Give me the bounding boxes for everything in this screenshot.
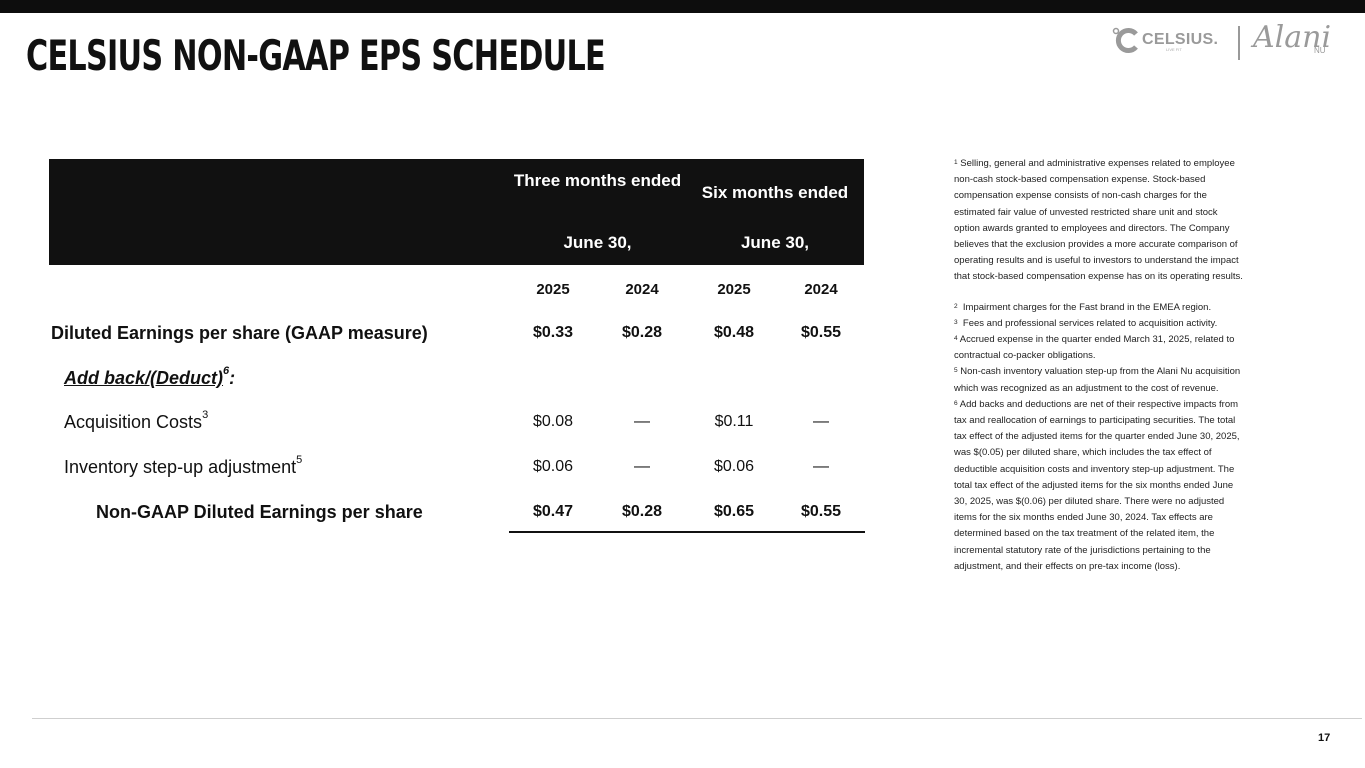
header-three-months: Three months ended [513,171,682,190]
year-col-4: 2024 [804,281,838,298]
table-cell: $0.28 [621,503,663,520]
table-header-band [49,159,864,265]
table-cell: $0.65 [713,503,755,520]
inventory-text: Inventory step-up adjustment [64,457,297,477]
footnote-2: 2 Impairment charges for the Fast brand … [954,300,1244,316]
table-cell: $0.06 [532,458,574,475]
footnote-text: Impairment charges for the Fast brand in… [962,301,1212,313]
row-label-inventory: Inventory step-up adjustment5 [64,454,303,478]
table-cell: $0.48 [713,324,755,341]
footnote-ref: 3 [202,409,209,421]
table-cell: — [813,458,829,475]
table-cell: $0.08 [532,413,574,430]
add-back-text: Add back/(Deduct) [64,368,224,388]
footnote-number: 1 [954,159,958,166]
page-number: 17 [1318,732,1331,744]
footnote-text: Accrued expense in the quarter ended Mar… [954,334,1235,362]
footnote-text: Add backs and deductions are net of thei… [954,398,1240,572]
footnote-number: 3 [954,318,958,326]
table-bottom-rule [509,531,865,533]
footnote-5: 5 Non-cash inventory valuation step-up f… [954,364,1244,396]
year-col-3: 2025 [717,281,751,298]
table-cell: $0.55 [800,324,842,341]
footnote-ref: 6 [223,365,230,377]
page-title: CELSIUS NON-GAAP EPS SCHEDULE [26,31,606,80]
table-cell: — [813,413,829,430]
table-cell: $0.47 [532,503,574,520]
acquisition-text: Acquisition Costs [64,412,203,432]
row-label-non-gaap-eps: Non-GAAP Diluted Earnings per share [96,502,423,522]
logo-divider [1238,26,1240,60]
header-six-months: Six months ended [701,183,849,202]
celsius-wordmark: CELSIUS. [1142,31,1219,48]
celsius-tagline: LIVE FIT [1166,47,1182,52]
footnote-text: Fees and professional services related t… [962,317,1218,329]
header-june-six: June 30, [740,233,810,252]
table-cell: — [634,458,650,475]
table-cell: — [634,413,650,430]
alani-logo: Alani [1253,20,1332,55]
footnote-3: 3 Fees and professional services related… [954,316,1244,332]
table-cell: $0.11 [714,413,754,430]
alani-nu-mark: NU [1314,46,1326,55]
footnote-number: 6 [954,399,958,407]
add-back-colon: : [229,368,236,388]
row-label-gaap-eps: Diluted Earnings per share (GAAP measure… [51,323,428,343]
table-cell: $0.55 [800,503,842,520]
row-label-acquisition: Acquisition Costs3 [64,409,209,433]
brand-logos: CELSIUS. LIVE FIT Alani NU [1108,20,1348,64]
footnote-ref: 5 [296,454,303,466]
footnote-number: 4 [954,335,958,343]
year-col-1: 2025 [536,281,570,298]
table-cell: $0.33 [532,324,574,341]
header-cutout [49,265,509,267]
footnote-text: Selling, general and administrative expe… [954,158,1243,283]
celsius-logo: CELSIUS. [1112,26,1218,54]
footnotes: 1 Selling, general and administrative ex… [954,156,1244,575]
table-cell: $0.28 [621,324,663,341]
footnote-number: 5 [954,367,958,375]
header-june-three: June 30, [563,233,632,252]
footnote-text: Non-cash inventory valuation step-up fro… [954,366,1241,394]
celsius-mark-icon [1112,27,1138,53]
year-col-2: 2024 [625,281,659,298]
row-label-add-back: Add back/(Deduct)6: [64,365,236,389]
footnote-1: 1 Selling, general and administrative ex… [954,156,1244,286]
footer-rule [32,718,1362,719]
footnote-number: 2 [954,302,958,310]
footnote-6: 6 Add backs and deductions are net of th… [954,397,1244,575]
top-bar [0,0,1365,13]
footnote-4: 4 Accrued expense in the quarter ended M… [954,332,1244,364]
table-cell: $0.06 [713,458,755,475]
